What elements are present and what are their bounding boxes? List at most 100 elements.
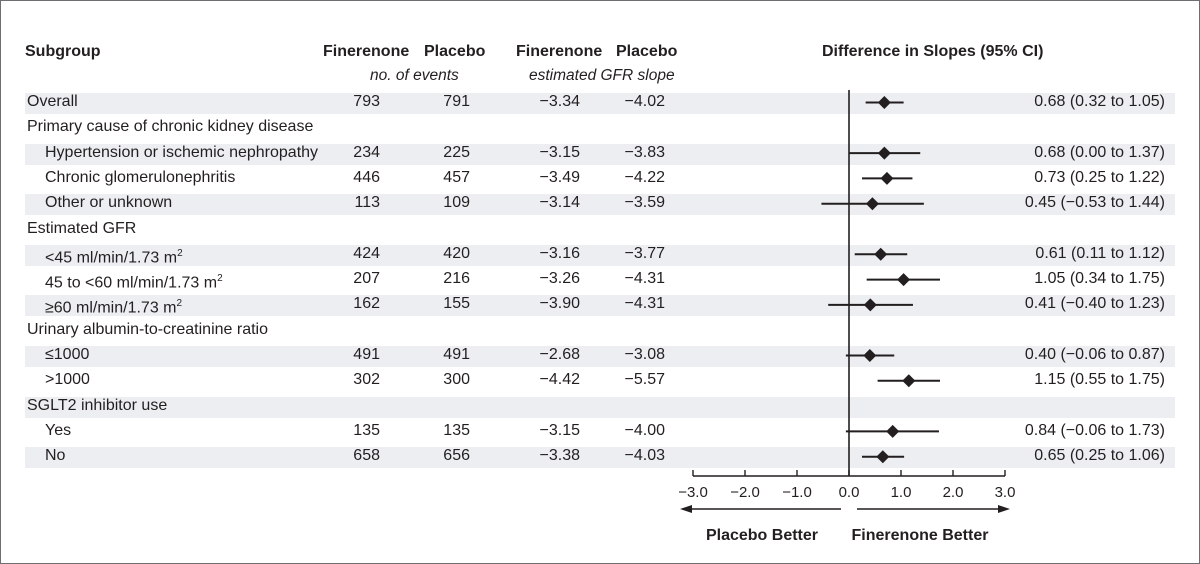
placebo-events: 225 [443,143,470,161]
superscript: 2 [177,247,183,259]
finerenone-events: 424 [353,244,380,262]
estimate-diamond [880,171,894,185]
placebo-slope: −4.03 [624,447,665,465]
placebo-slope: −4.31 [624,295,665,313]
subgroup-label: Primary cause of chronic kidney disease [27,118,314,136]
subgroup-label: Yes [45,421,72,439]
placebo-better-label: Placebo Better [706,527,818,544]
ci-text: 0.41 (−0.40 to 1.23) [1024,295,1165,313]
subgroup-label: Other or unknown [45,194,173,212]
subgroup-label: 45 to <60 ml/min/1.73 m2 [45,273,223,292]
finerenone-slope: −3.16 [539,244,580,262]
placebo-events: 155 [443,295,470,313]
finerenone-slope: −3.26 [539,270,580,288]
header-placebo-slope: Placebo [616,43,678,60]
ci-text: 0.73 (0.25 to 1.22) [1034,168,1165,186]
subgroup-label: <45 ml/min/1.73 m2 [45,247,183,267]
ci-text: 0.68 (0.32 to 1.05) [1034,93,1165,110]
estimate-diamond [863,298,877,312]
ci-text: 1.15 (0.55 to 1.75) [1034,371,1165,389]
x-tick-label: 3.0 [995,484,1016,501]
row-stripe [25,244,1175,266]
placebo-events: 300 [443,371,470,389]
estimate-diamond [877,146,891,160]
finerenone-events: 491 [353,346,380,363]
row-stripe [25,346,1175,367]
row-stripe [25,143,1175,165]
subgroup-label: Overall [27,93,78,110]
placebo-events: 791 [443,93,470,110]
finerenone-slope: −3.14 [539,194,580,212]
finerenone-events: 113 [354,194,380,212]
placebo-events: 656 [443,447,470,465]
finerenone-events: 234 [353,143,380,161]
finerenone-events: 302 [353,371,380,389]
finerenone-slope: −3.38 [539,447,580,465]
placebo-events: 457 [443,168,470,186]
x-tick-label: −1.0 [782,484,812,501]
placebo-slope: −4.02 [624,93,665,110]
finerenone-better-arrowhead [998,505,1010,513]
subgroup-label: SGLT2 inhibitor use [27,396,168,414]
row-stripe [25,447,1175,469]
header-slope-subtitle: estimated GFR slope [529,67,675,84]
finerenone-slope: −3.34 [539,93,580,110]
placebo-events: 109 [443,194,470,212]
finerenone-slope: −4.42 [539,371,580,389]
placebo-slope: −4.00 [624,421,665,439]
row-stripe [25,93,1175,114]
subgroup-label: ≤1000 [45,346,90,363]
placebo-slope: −3.08 [624,346,665,363]
estimate-diamond [886,424,900,438]
header-placebo-events: Placebo [424,43,486,60]
row-stripe [25,194,1175,216]
subgroup-label: ≥60 ml/min/1.73 m2 [45,298,183,317]
finerenone-slope: −3.90 [539,295,580,313]
placebo-slope: −5.57 [624,371,665,389]
header-finerenone-slope: Finerenone [516,43,603,60]
x-tick-label: 2.0 [943,484,964,501]
placebo-slope: −3.77 [624,244,665,262]
placebo-slope: −4.31 [624,270,665,288]
finerenone-slope: −3.49 [539,168,580,186]
x-tick-label: 0.0 [839,484,860,501]
ci-text: 0.61 (0.11 to 1.12) [1035,244,1165,262]
estimate-diamond [876,450,890,464]
estimate-diamond [902,374,916,388]
ci-text: 0.68 (0.00 to 1.37) [1034,143,1165,161]
ci-text: 0.45 (−0.53 to 1.44) [1024,194,1165,212]
subgroup-label: Chronic glomerulonephritis [45,168,236,186]
estimate-diamond [865,197,879,211]
finerenone-events: 162 [353,295,380,313]
x-tick-label: 1.0 [891,484,912,501]
estimate-diamond [863,349,877,362]
chart-title: Difference in Slopes (95% CI) [822,43,1044,60]
ci-text: 0.40 (−0.06 to 0.87) [1024,346,1165,363]
estimate-diamond [877,96,891,109]
subgroup-label: Estimated GFR [27,219,137,237]
subgroup-label: >1000 [45,371,90,389]
x-tick-label: −2.0 [730,484,760,501]
placebo-events: 216 [443,270,470,288]
superscript: 2 [176,298,183,310]
finerenone-events: 446 [353,168,380,186]
estimate-diamond [874,247,888,261]
finerenone-better-label: Finerenone Better [852,527,989,544]
ci-text: 1.05 (0.34 to 1.75) [1034,270,1165,288]
finerenone-slope: −3.15 [539,143,580,161]
subgroup-label: No [45,447,66,465]
placebo-slope: −3.83 [624,143,665,161]
finerenone-events: 135 [353,421,380,439]
subgroup-label: Urinary albumin-to-creatinine ratio [27,320,268,338]
row-stripe [25,396,1175,418]
x-tick-label: −3.0 [678,484,708,501]
placebo-events: 420 [443,244,470,262]
finerenone-slope: −3.15 [539,421,580,439]
header-finerenone-events: Finerenone [323,43,410,60]
placebo-events: 491 [443,346,470,363]
finerenone-events: 658 [353,447,380,465]
finerenone-events: 207 [353,270,380,288]
ci-text: 0.84 (−0.06 to 1.73) [1024,421,1165,439]
placebo-slope: −3.59 [624,194,665,212]
